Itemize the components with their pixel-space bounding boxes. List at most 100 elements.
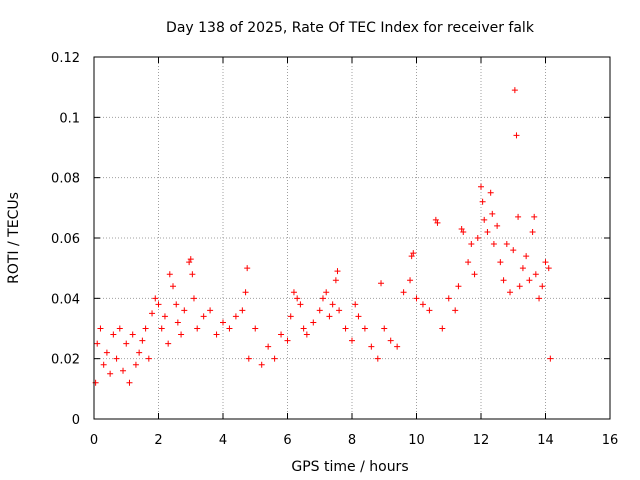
data-point: [265, 343, 272, 350]
data-point: [189, 271, 196, 278]
data-point: [545, 265, 552, 272]
data-point: [526, 277, 533, 284]
x-tick-label: 8: [348, 433, 356, 448]
y-axis-label: ROTI / TECUs: [6, 192, 22, 284]
y-tick-label: 0.06: [51, 232, 80, 247]
x-tick-label: 16: [602, 433, 619, 448]
x-tick-label: 0: [90, 433, 98, 448]
data-point: [452, 307, 459, 314]
data-point: [158, 325, 165, 332]
axis-ticks: 0 2 4 6 8 10 12 14 16 0 0.02 0.04 0.06 0.08 0.1 0.12: [51, 51, 618, 448]
data-points: [92, 87, 554, 386]
data-point: [531, 213, 538, 220]
data-point: [368, 343, 375, 350]
data-point: [408, 253, 415, 260]
x-tick-label: 14: [537, 433, 554, 448]
data-point: [258, 361, 265, 368]
x-tick-label: 2: [154, 433, 162, 448]
data-point: [271, 355, 278, 362]
data-point: [113, 355, 120, 362]
data-point: [252, 325, 259, 332]
data-point: [439, 325, 446, 332]
data-point: [142, 325, 149, 332]
data-point: [413, 295, 420, 302]
data-point: [200, 313, 207, 320]
x-tick-label: 4: [219, 433, 227, 448]
data-point: [334, 268, 341, 275]
data-point: [510, 247, 517, 254]
data-point: [434, 219, 441, 226]
data-point: [297, 301, 304, 308]
data-point: [136, 349, 143, 356]
data-point: [419, 301, 426, 308]
y-tick-label: 0: [72, 413, 80, 428]
data-point: [494, 222, 501, 229]
data-point: [547, 355, 554, 362]
data-point: [132, 361, 139, 368]
data-point: [103, 349, 110, 356]
data-point: [468, 241, 475, 248]
data-point: [400, 289, 407, 296]
data-point: [242, 289, 249, 296]
data-point: [497, 259, 504, 266]
data-point: [123, 340, 130, 347]
data-point: [126, 379, 133, 386]
data-point: [532, 271, 539, 278]
data-point: [165, 340, 172, 347]
data-point: [116, 325, 123, 332]
data-point: [374, 355, 381, 362]
data-point: [139, 337, 146, 344]
data-point: [487, 189, 494, 196]
data-point: [460, 228, 467, 235]
x-axis-label: GPS time / hours: [291, 459, 408, 475]
data-point: [290, 289, 297, 296]
x-tick-label: 12: [473, 433, 490, 448]
data-point: [432, 216, 439, 223]
data-point: [194, 325, 201, 332]
data-point: [465, 259, 472, 266]
data-point: [94, 340, 101, 347]
data-point: [186, 259, 193, 266]
data-point: [539, 283, 546, 290]
data-point: [342, 325, 349, 332]
grid-lines: [94, 57, 610, 419]
data-point: [407, 277, 414, 284]
data-point: [310, 319, 317, 326]
data-point: [529, 228, 536, 235]
data-point: [349, 337, 355, 344]
data-point: [513, 132, 520, 139]
data-point: [226, 325, 233, 332]
data-point: [245, 355, 252, 362]
data-point: [161, 313, 168, 320]
data-point: [361, 325, 368, 332]
data-point: [536, 295, 543, 302]
data-point: [471, 271, 478, 278]
data-point: [355, 313, 362, 320]
data-point: [120, 367, 127, 374]
data-point: [478, 183, 484, 190]
data-point: [332, 277, 339, 284]
data-point: [410, 250, 417, 257]
data-point: [474, 235, 481, 241]
data-point: [303, 331, 310, 338]
x-tick-label: 6: [283, 433, 291, 448]
data-point: [155, 301, 162, 308]
data-point: [181, 307, 188, 314]
data-point: [110, 331, 117, 338]
data-point: [323, 289, 330, 296]
data-point: [145, 355, 152, 362]
data-point: [542, 259, 549, 266]
y-tick-label: 0.02: [51, 353, 80, 368]
data-point: [329, 301, 336, 308]
data-point: [455, 283, 462, 290]
data-point: [387, 337, 394, 344]
y-tick-label: 0.1: [59, 111, 80, 126]
data-point: [445, 295, 452, 302]
data-point: [239, 307, 246, 314]
data-point: [220, 319, 226, 326]
data-point: [170, 283, 177, 290]
x-tick-label: 10: [408, 433, 425, 448]
data-point: [378, 280, 385, 287]
data-point: [352, 301, 359, 308]
